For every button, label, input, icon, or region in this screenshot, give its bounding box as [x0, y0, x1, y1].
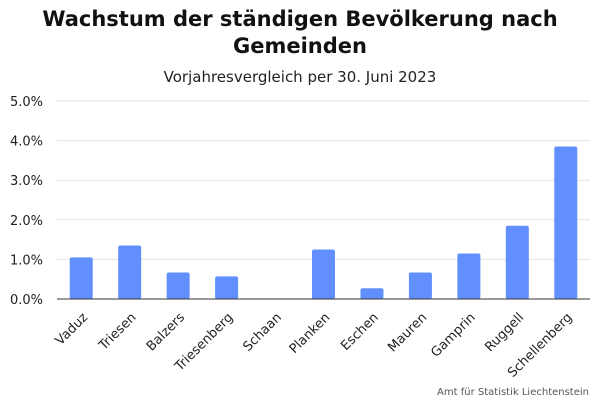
- bar: [312, 249, 335, 299]
- y-tick-label: 2.0%: [10, 214, 43, 229]
- x-category-label: Ruggell: [482, 310, 527, 355]
- y-tick-label: 0.0%: [10, 293, 43, 308]
- x-category-label: Schaan: [240, 310, 284, 354]
- bar: [360, 288, 384, 299]
- y-tick-label: 1.0%: [10, 253, 43, 268]
- bar: [215, 276, 239, 299]
- y-tick-label: 4.0%: [10, 135, 43, 150]
- y-tick-label: 5.0%: [10, 95, 43, 110]
- x-category-label: Gamprin: [428, 310, 478, 360]
- x-category-label: Balzers: [144, 310, 188, 354]
- bar: [457, 253, 481, 299]
- chart-subtitle: Vorjahresvergleich per 30. Juni 2023: [163, 68, 437, 86]
- bar: [166, 272, 190, 299]
- source-note: Amt für Statistik Liechtenstein: [437, 387, 589, 398]
- chart-title: Wachstum der ständigen Bevölkerung nach …: [0, 6, 600, 60]
- bar: [554, 146, 578, 299]
- bar: [408, 272, 432, 299]
- x-category-label: Triesen: [96, 310, 140, 354]
- bar: [118, 245, 142, 299]
- x-category-label: Eschen: [338, 310, 382, 354]
- x-category-label: Vaduz: [53, 310, 91, 348]
- chart-title-line-1: Wachstum der ständigen Bevölkerung nach: [42, 7, 558, 31]
- y-tick-label: 3.0%: [10, 174, 43, 189]
- chart-title-line-2: Gemeinden: [233, 34, 367, 58]
- bar: [69, 257, 93, 299]
- x-category-label: Mauren: [385, 310, 430, 355]
- x-category-label: Planken: [287, 310, 334, 357]
- bar: [505, 225, 529, 299]
